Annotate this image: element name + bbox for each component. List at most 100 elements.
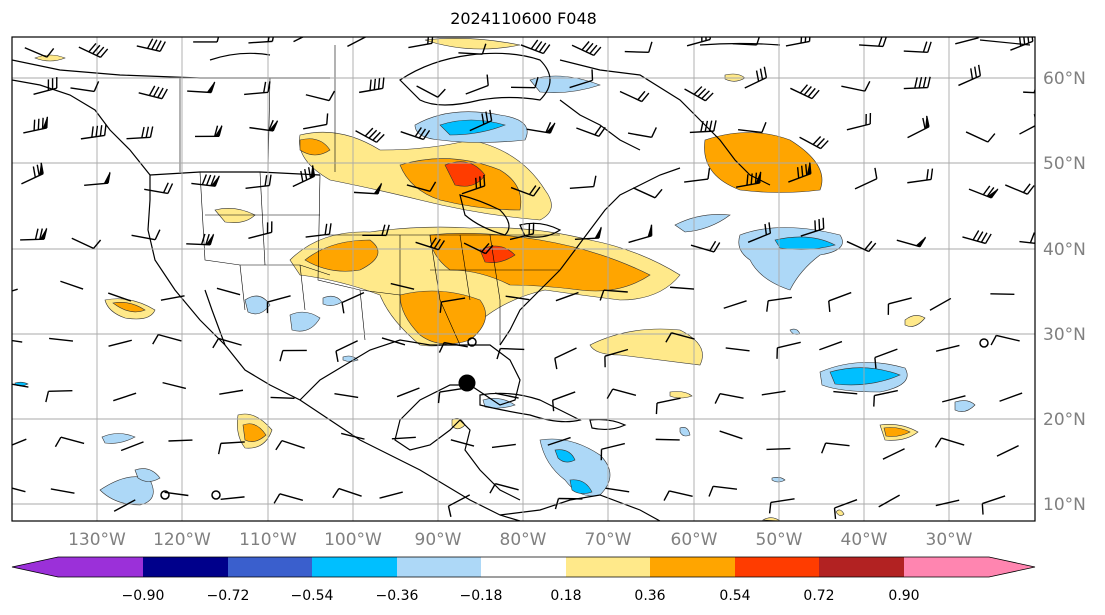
wind-barb bbox=[12, 288, 18, 292]
wind-barb bbox=[489, 482, 519, 494]
wind-barb bbox=[605, 487, 630, 493]
wind-barb bbox=[439, 297, 466, 313]
wind-barb bbox=[465, 74, 489, 95]
wind-barb bbox=[663, 490, 693, 501]
wind-barb bbox=[136, 38, 166, 52]
wind-barb bbox=[690, 240, 721, 253]
calm-wind-circle bbox=[211, 490, 221, 500]
wind-barb bbox=[833, 390, 858, 395]
wind-barb bbox=[461, 174, 486, 195]
wind-barb bbox=[551, 391, 576, 412]
wind-barb bbox=[20, 227, 48, 241]
wind-barb bbox=[999, 392, 1023, 402]
wind-barb bbox=[766, 447, 791, 451]
wind-barb bbox=[12, 438, 27, 446]
wind-barb bbox=[33, 77, 58, 96]
map-frame bbox=[11, 36, 1036, 522]
wind-barb bbox=[70, 81, 100, 93]
wind-barb bbox=[220, 496, 245, 501]
wind-barb bbox=[187, 81, 216, 94]
wind-barb bbox=[526, 122, 556, 134]
lon-label: 110°W bbox=[239, 530, 297, 550]
lon-label: 60°W bbox=[671, 530, 718, 550]
negative-anomaly-shading bbox=[14, 75, 976, 506]
wind-barb bbox=[193, 37, 220, 43]
wind-barb bbox=[396, 387, 420, 398]
colorbar-segment bbox=[481, 557, 566, 577]
wind-barb bbox=[873, 389, 898, 407]
calm-wind-circle bbox=[979, 338, 989, 348]
wind-barb bbox=[450, 439, 475, 447]
wind-barb bbox=[244, 81, 271, 96]
wind-barb bbox=[934, 437, 965, 448]
coastlines bbox=[12, 39, 1031, 521]
wind-barb bbox=[341, 432, 365, 440]
wind-barb bbox=[990, 334, 1020, 346]
wind-barb bbox=[353, 182, 383, 195]
wind-barb bbox=[555, 291, 579, 302]
wind-barb bbox=[509, 222, 535, 241]
wind-barb bbox=[606, 388, 637, 399]
wind-barb bbox=[766, 296, 793, 312]
wind-barb bbox=[131, 229, 161, 241]
longitude-labels: 130°W 120°W 110°W 100°W 90°W 80°W 70°W 6… bbox=[68, 530, 973, 550]
wind-barb bbox=[735, 170, 762, 188]
wind-barb bbox=[458, 43, 487, 55]
wind-barb bbox=[217, 441, 245, 455]
wind-barb bbox=[305, 90, 336, 102]
lat-label: 30°N bbox=[1043, 325, 1086, 345]
wind-barb bbox=[554, 347, 577, 370]
wind-barb bbox=[162, 381, 187, 390]
wind-barb bbox=[670, 286, 695, 290]
wind-barb bbox=[907, 168, 934, 184]
colorbar-tick-label: −0.72 bbox=[207, 588, 250, 604]
wind-barb bbox=[714, 392, 744, 404]
wind-barb bbox=[761, 390, 786, 396]
wind-barb bbox=[406, 181, 437, 193]
wind-barb bbox=[627, 127, 657, 139]
wind-barb bbox=[12, 383, 29, 388]
wind-barb bbox=[935, 344, 960, 352]
wind-barb bbox=[293, 37, 305, 43]
lon-label: 100°W bbox=[324, 530, 382, 550]
colorbar-tick-label: −0.18 bbox=[460, 588, 503, 604]
wind-barb bbox=[819, 340, 843, 351]
wind-barb bbox=[996, 445, 1019, 457]
colorbar-tick-label: −0.36 bbox=[376, 588, 419, 604]
wind-barb bbox=[195, 124, 223, 138]
wind-barb bbox=[624, 41, 653, 54]
wind-barb bbox=[505, 295, 530, 301]
wind-barb bbox=[744, 66, 768, 89]
wind-barb bbox=[469, 109, 493, 132]
calm-wind-circle bbox=[160, 490, 170, 500]
lon-label: 130°W bbox=[68, 530, 126, 550]
colorbar-tick-label: 0.90 bbox=[888, 588, 919, 604]
wind-barb bbox=[632, 187, 663, 199]
wind-barb bbox=[684, 86, 714, 102]
wind-barb bbox=[186, 233, 215, 246]
colorbar-tick-label: 0.18 bbox=[550, 588, 581, 604]
wind-barb bbox=[168, 439, 193, 442]
wind-barb bbox=[219, 389, 244, 395]
wind-barb bbox=[903, 76, 931, 90]
wind-barb bbox=[738, 121, 767, 134]
wind-barb bbox=[160, 295, 185, 301]
colorbar-segment bbox=[819, 557, 904, 577]
wind-barb bbox=[846, 240, 877, 253]
colorbar-segment bbox=[397, 557, 481, 577]
wind-barb bbox=[496, 347, 525, 360]
wind-barb bbox=[665, 332, 695, 343]
wind-barb bbox=[768, 498, 795, 514]
wind-barb bbox=[821, 442, 850, 454]
wind-barb bbox=[604, 348, 629, 368]
wind-barb bbox=[854, 167, 878, 190]
wind-barb bbox=[776, 341, 801, 359]
wind-barb bbox=[21, 161, 44, 185]
colorbar-segment bbox=[566, 557, 650, 577]
wind-barb bbox=[108, 292, 132, 302]
wind-barb bbox=[628, 223, 653, 244]
wind-barb bbox=[463, 242, 494, 255]
wind-barb bbox=[684, 168, 711, 183]
wind-barb bbox=[955, 37, 980, 45]
